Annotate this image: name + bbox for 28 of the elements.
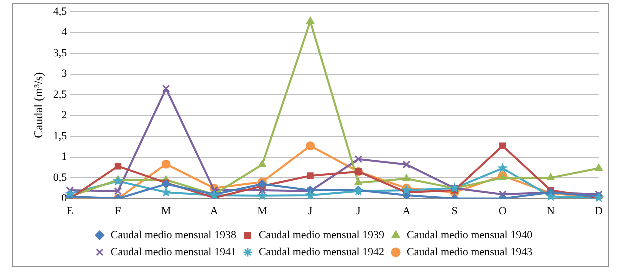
- x-tick-label: A: [402, 205, 411, 218]
- y-tick-label: 1: [62, 151, 68, 164]
- x-tick-label: M: [258, 205, 268, 218]
- x-tick-label: J: [308, 205, 314, 218]
- legend-label: Caudal medio mensual 1939: [258, 229, 386, 242]
- legend-label: Caudal medio mensual 1940: [407, 229, 534, 242]
- x-tick-label: E: [66, 205, 74, 218]
- x-tick-label: D: [595, 205, 604, 218]
- legend-label: Caudal medio mensual 1941: [110, 246, 236, 258]
- y-tick-label: 1,5: [53, 130, 68, 142]
- y-tick-label: 4,5: [53, 6, 68, 18]
- y-tick-label: 3,5: [53, 47, 68, 60]
- y-tick-label: 0,5: [53, 172, 68, 184]
- x-tick-label: S: [452, 205, 458, 218]
- y-tick-label: 3: [62, 68, 68, 80]
- legend-label: Caudal medio mensual 1942: [258, 246, 385, 258]
- x-tick-label: J: [356, 205, 362, 218]
- x-tick-label: A: [210, 205, 218, 218]
- x-tick-label: F: [115, 205, 122, 218]
- y-axis-title: Caudal (m³/s): [31, 72, 46, 138]
- y-tick-label: 4: [62, 26, 68, 39]
- x-tick-label: M: [161, 205, 172, 218]
- y-tick-label: 2: [62, 110, 68, 122]
- y-tick-label: 2,5: [53, 88, 68, 101]
- legend-label: Caudal medio mensual 1943: [407, 246, 534, 258]
- x-tick-label: O: [498, 205, 507, 218]
- legend-label: Caudal medio mensual 1938: [110, 229, 237, 242]
- x-tick-label: N: [546, 205, 555, 218]
